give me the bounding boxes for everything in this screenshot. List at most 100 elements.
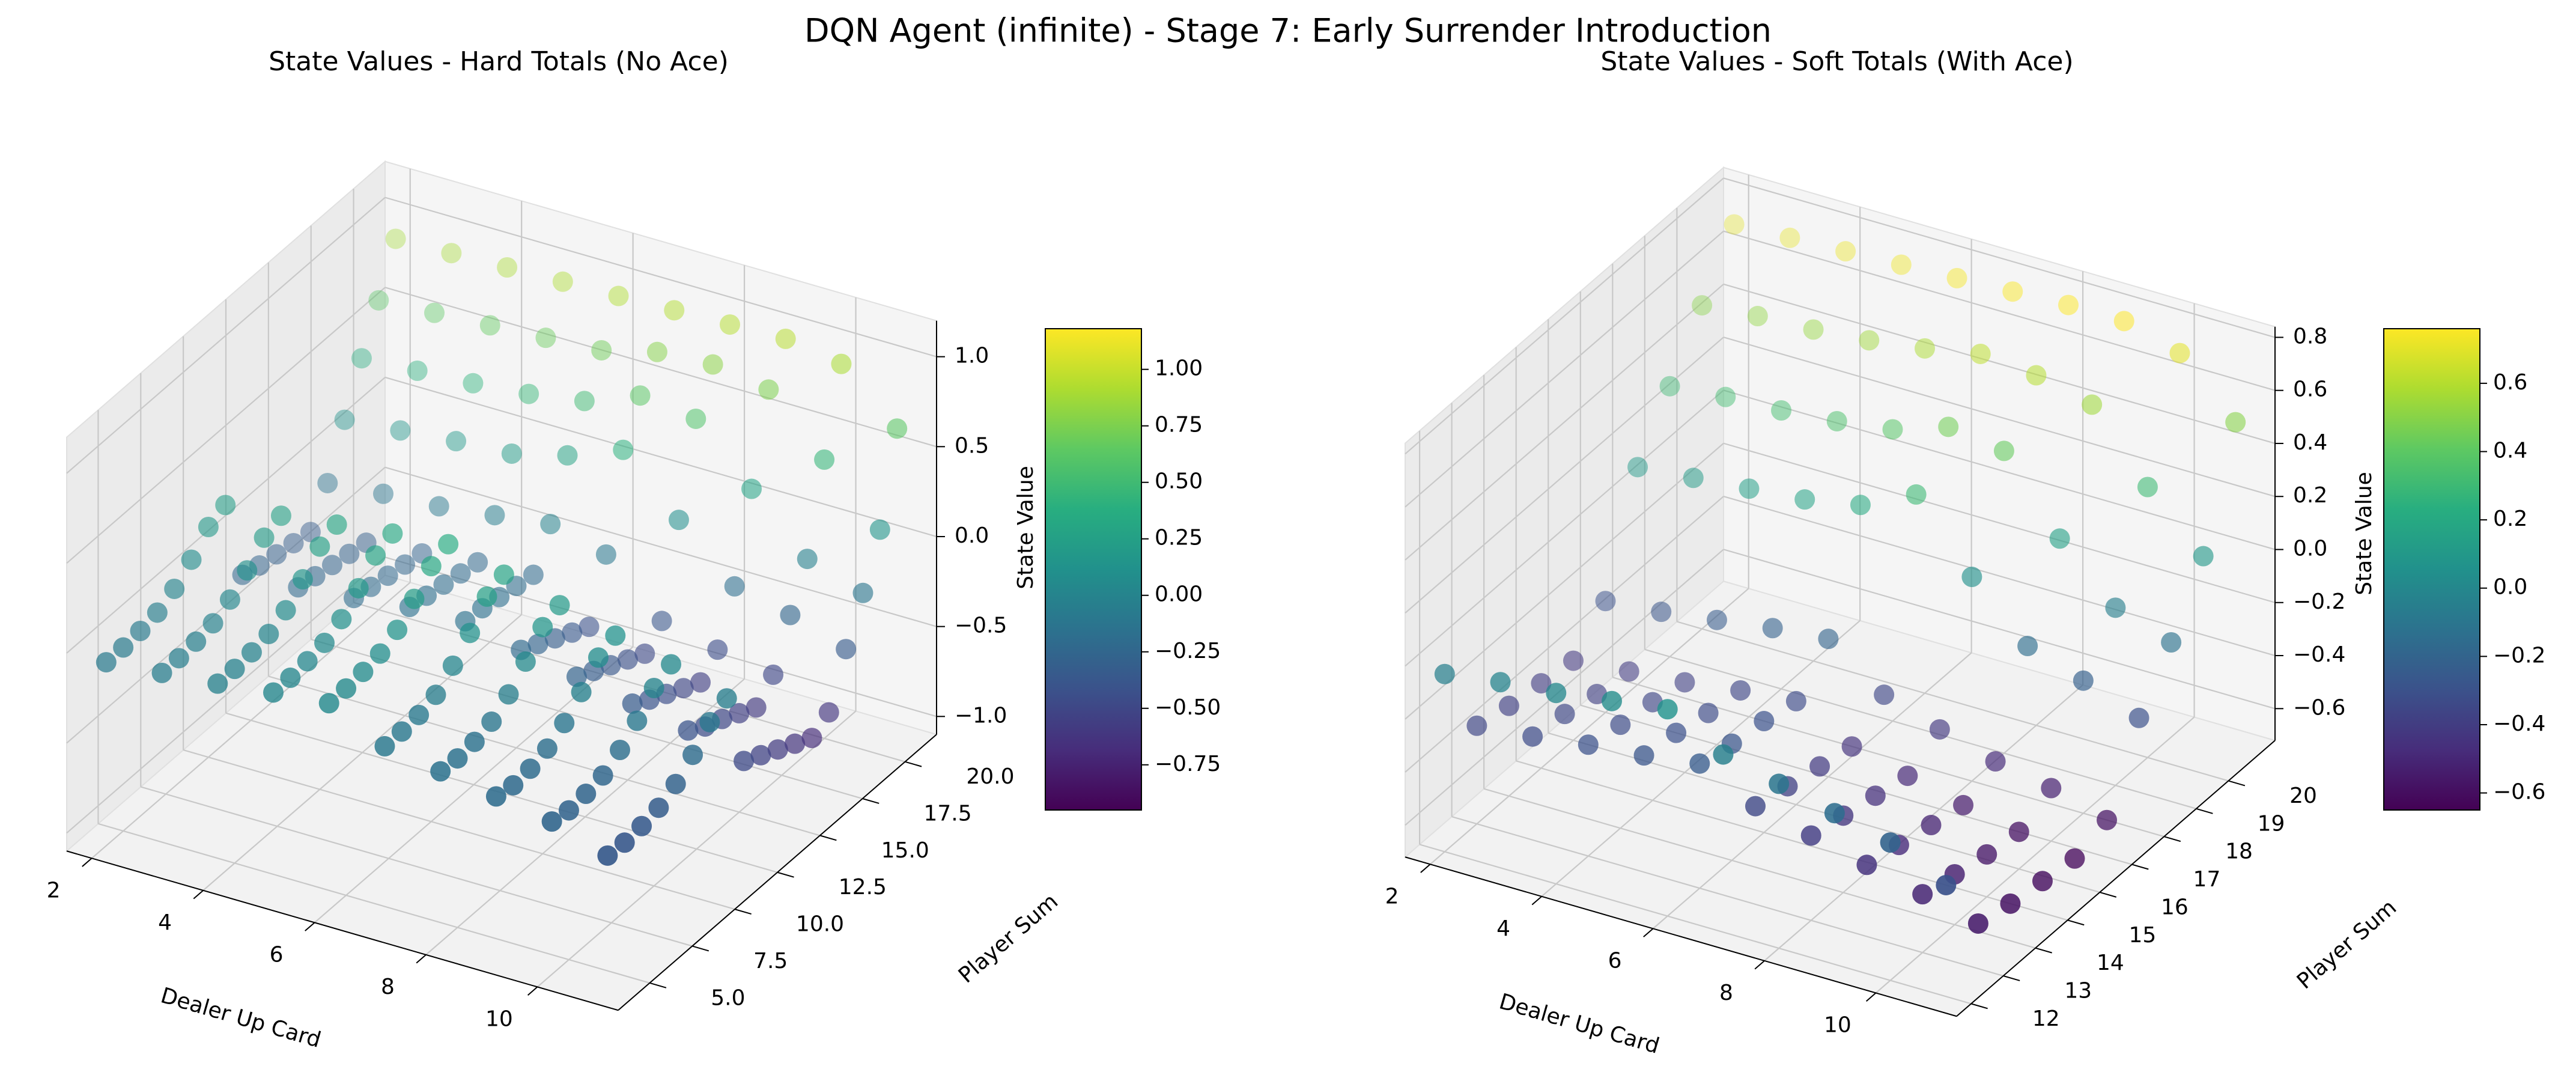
- data-point: [1713, 744, 1734, 765]
- data-point: [1769, 773, 1790, 794]
- y-tick-label: 7.5: [753, 949, 788, 973]
- data-point: [1993, 440, 2014, 461]
- z-tick-label: 0.0: [2293, 536, 2327, 561]
- data-point: [1698, 702, 1719, 723]
- data-point: [746, 697, 767, 718]
- data-point: [520, 758, 541, 779]
- grid-line: [384, 287, 937, 448]
- data-point: [554, 713, 575, 734]
- data-point: [734, 751, 755, 772]
- grid-line: [1652, 652, 1972, 930]
- y-tick: [2164, 836, 2181, 842]
- z-axis-label: State Value: [1013, 466, 1038, 589]
- data-point: [630, 385, 651, 406]
- x-axis-label: Dealer Up Card: [1496, 989, 1662, 1059]
- data-point: [690, 672, 711, 693]
- data-point: [566, 666, 587, 687]
- data-point: [331, 609, 352, 630]
- data-point: [1762, 618, 1783, 639]
- y-tick: [2099, 891, 2117, 898]
- x-tick: [1531, 896, 1542, 906]
- data-point: [390, 420, 411, 441]
- grid-line: [1405, 230, 1724, 508]
- data-point: [2082, 394, 2103, 415]
- data-point: [1610, 714, 1631, 736]
- data-point: [368, 290, 389, 311]
- data-point: [678, 720, 699, 741]
- data-point: [1683, 467, 1704, 489]
- colorbar-tick-label: −0.50: [1155, 695, 1221, 720]
- data-point: [186, 631, 207, 652]
- grid-line: [66, 196, 386, 474]
- grid-line: [1723, 337, 2276, 498]
- colorbar: [1045, 328, 1142, 811]
- data-point: [605, 625, 626, 646]
- data-point: [503, 775, 524, 796]
- data-point: [571, 681, 592, 702]
- data-point: [1936, 874, 1957, 895]
- data-point: [2032, 871, 2053, 892]
- data-point: [391, 721, 412, 742]
- data-point: [1835, 241, 1856, 262]
- grid-line: [1723, 549, 2276, 710]
- data-point: [588, 647, 609, 668]
- data-point: [353, 662, 374, 683]
- data-point: [447, 748, 468, 769]
- data-point: [1747, 306, 1768, 327]
- y-tick: [2131, 863, 2149, 870]
- subplot-title: State Values - Hard Totals (No Ace): [269, 46, 729, 77]
- data-point: [724, 576, 745, 597]
- data-point: [1818, 629, 1839, 650]
- data-point: [562, 622, 583, 643]
- data-point: [576, 784, 597, 805]
- axis-line: [66, 850, 619, 1011]
- data-point: [536, 738, 557, 759]
- data-point: [96, 652, 117, 673]
- data-point: [631, 815, 652, 836]
- data-point: [664, 300, 685, 321]
- y-tick: [649, 982, 667, 988]
- data-point: [385, 228, 406, 249]
- colorbar-tick-label: 0.4: [2493, 439, 2527, 463]
- colorbar-tick-label: −0.6: [2493, 780, 2545, 805]
- grid-line: [66, 377, 386, 654]
- axis-line: [1956, 740, 2276, 1017]
- y-tick: [2067, 919, 2085, 926]
- z-tick-label: 0.4: [2293, 430, 2327, 455]
- data-point: [1666, 722, 1687, 743]
- colorbar-tick-label: 0.6: [2493, 370, 2527, 395]
- z-tick-label: 0.5: [955, 433, 989, 458]
- data-point: [463, 373, 484, 394]
- data-point: [549, 595, 570, 616]
- data-point: [719, 314, 740, 335]
- grid-line: [1723, 495, 2276, 657]
- grid-line: [1723, 442, 2276, 603]
- data-point: [1771, 400, 1792, 421]
- data-point: [409, 704, 430, 725]
- data-point: [1915, 338, 1936, 359]
- data-point: [479, 315, 500, 336]
- data-point: [2113, 311, 2134, 332]
- data-point: [339, 543, 360, 564]
- grid-line: [1723, 230, 2276, 391]
- y-tick-label: 12.5: [839, 875, 887, 900]
- data-point: [558, 800, 579, 821]
- data-point: [283, 532, 304, 553]
- data-point: [1657, 699, 1678, 720]
- data-point: [407, 360, 428, 381]
- data-point: [2049, 528, 2070, 549]
- data-point: [707, 639, 728, 660]
- data-point: [541, 811, 562, 832]
- data-point: [1692, 295, 1713, 316]
- z-tick-label: −1.0: [955, 703, 1007, 728]
- data-point: [1946, 267, 1967, 288]
- data-point: [527, 633, 548, 654]
- data-point: [1563, 650, 1584, 671]
- data-point: [1498, 695, 1519, 716]
- x-tick-label: 8: [1719, 981, 1733, 1005]
- data-point: [1874, 684, 1895, 705]
- data-point: [801, 728, 822, 749]
- data-point: [634, 643, 655, 664]
- x-tick: [527, 986, 538, 996]
